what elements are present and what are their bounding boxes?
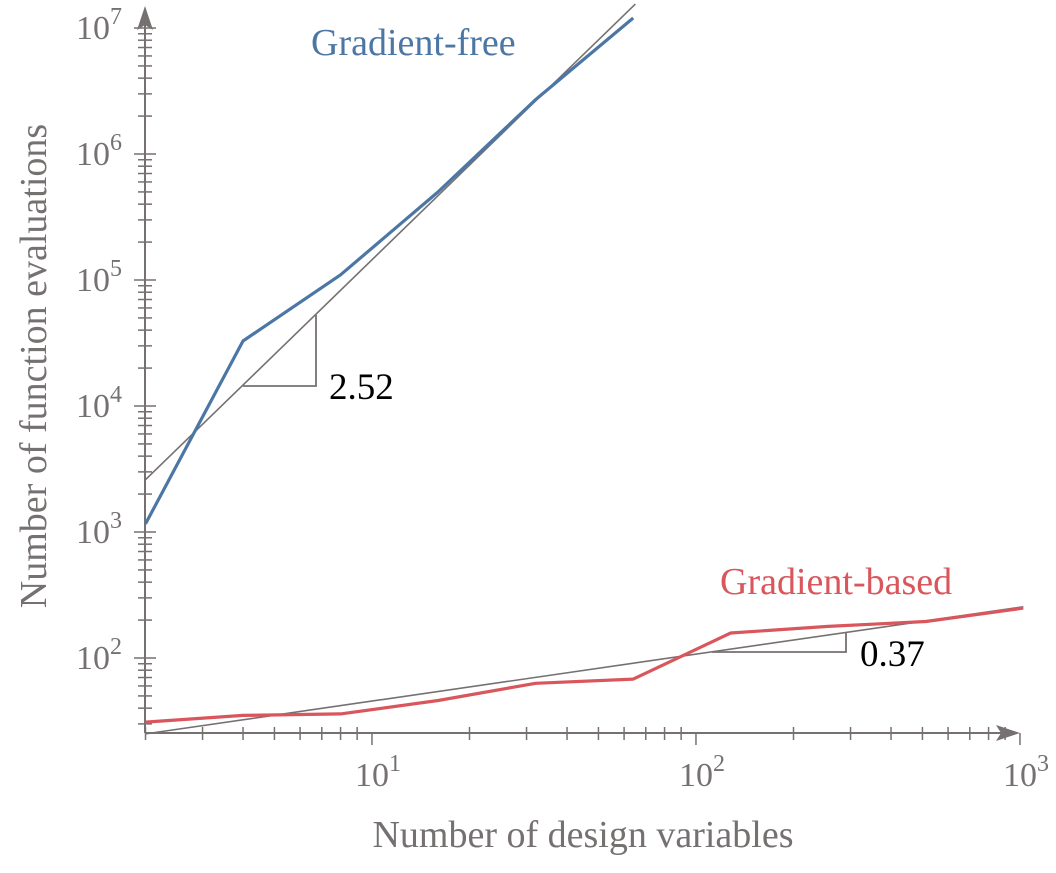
x-axis-title: Number of design variables	[372, 814, 793, 856]
x-ticks	[144, 727, 1021, 745]
y-tick-labels: 102 103 104 105 106 107	[76, 4, 122, 677]
series-gradient-based	[145, 606, 1024, 724]
x-tick-labels: 101 102 103	[355, 751, 1049, 794]
slope-triangle-gradient-free	[243, 315, 317, 387]
label-gradient-based: Gradient-based	[720, 561, 952, 603]
y-tick-label: 106	[76, 130, 122, 173]
y-ticks	[134, 27, 156, 725]
x-axis-arrow-icon	[996, 725, 1020, 741]
slope-value-gradient-based: 0.37	[860, 634, 925, 675]
x-tick-label: 102	[679, 751, 725, 794]
label-gradient-free: Gradient-free	[311, 22, 516, 64]
x-tick-label: 103	[1003, 751, 1049, 794]
axes	[134, 6, 1021, 745]
y-tick-label: 105	[76, 256, 122, 299]
y-tick-label: 102	[76, 634, 122, 677]
y-axis-title: Number of function evaluations	[13, 124, 55, 608]
data-series	[144, 16, 1024, 724]
fit-line-gradient-free	[144, 3, 636, 481]
x-tick-label: 101	[355, 751, 401, 794]
y-tick-label: 107	[76, 4, 122, 47]
series-gradient-free	[144, 16, 635, 525]
y-tick-label: 103	[76, 508, 122, 551]
y-tick-label: 104	[76, 382, 122, 425]
slope-triangle-gradient-based	[712, 633, 847, 653]
slope-value-gradient-free: 2.52	[329, 367, 394, 408]
fit-line-gradient-based	[145, 605, 1024, 735]
slope-triangles	[243, 315, 847, 653]
y-axis-arrow-icon	[137, 6, 153, 30]
